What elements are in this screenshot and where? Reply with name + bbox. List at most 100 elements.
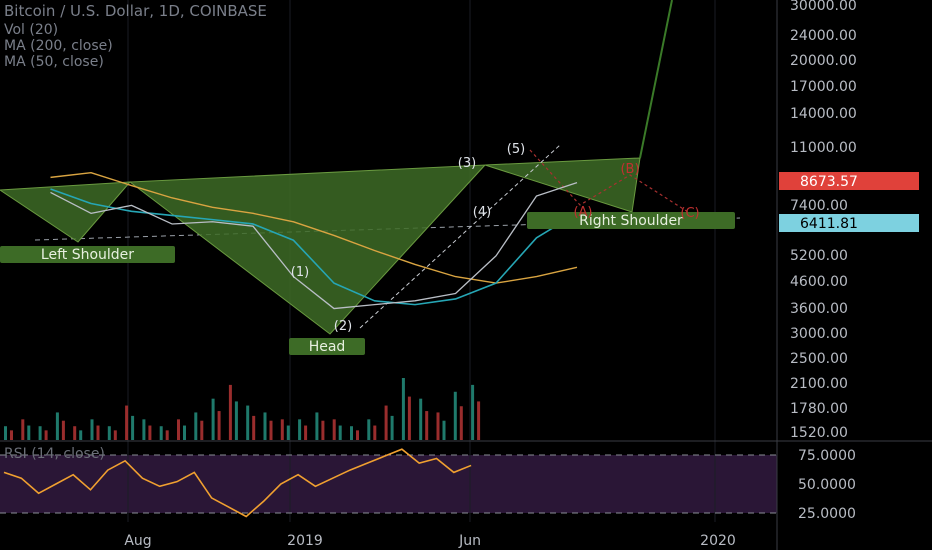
volume-bar (425, 411, 429, 440)
volume-bar (159, 426, 163, 440)
ma200-line (50, 171, 578, 284)
time-tick-label: 2020 (700, 533, 736, 549)
head-label-background (289, 338, 365, 355)
time-axis[interactable]: Aug 2019 Jun 2020 (124, 533, 735, 549)
current-price-tag (779, 172, 919, 190)
price-tick-label: 3000.00 (790, 326, 848, 342)
left-shoulder-label-background (0, 246, 175, 263)
volume-bar (96, 425, 100, 440)
volume-bar (177, 419, 180, 440)
volume-bar (234, 401, 238, 440)
volume-bar (211, 398, 215, 440)
wave-label: (B) (620, 162, 639, 177)
wave-label: (2) (334, 319, 352, 334)
volume-bar (315, 412, 319, 440)
price-tick-label: 11000.00 (790, 140, 857, 156)
price-tick-label: 14000.00 (790, 106, 857, 122)
volume-bar (286, 425, 290, 440)
volume-bar (10, 430, 13, 440)
volume-bar (332, 419, 336, 440)
price-tick-label: 1520.00 (790, 425, 848, 441)
volume-bar (21, 419, 25, 440)
left-shoulder-shape (0, 181, 132, 243)
wave-label: (A) (573, 205, 592, 220)
vol-indicator-label[interactable]: Vol (20) (4, 22, 59, 38)
price-lines (50, 171, 578, 310)
volume-bar (298, 419, 302, 440)
volume-bar (321, 420, 325, 440)
volume-bar (217, 411, 221, 440)
volume-bar (125, 405, 129, 440)
head-and-shoulders-pattern (0, 0, 689, 335)
volume-bar (471, 384, 475, 440)
ma200-indicator-label[interactable]: MA (200, close) (4, 38, 113, 54)
volume-bar (350, 426, 353, 440)
wave-label: (3) (458, 156, 476, 171)
volume-bar (436, 412, 440, 440)
volume-bar (373, 425, 377, 440)
volume-bar (367, 419, 371, 440)
price-axis[interactable]: 30000.00 24000.00 20000.00 17000.00 14000.00… (779, 0, 919, 522)
volume-bar (356, 430, 359, 440)
right-shoulder-label-background (527, 212, 735, 229)
volume-bar (477, 401, 481, 440)
time-tick-label: Jun (458, 533, 481, 549)
rsi-indicator-label[interactable]: RSI (14, close) (4, 446, 105, 462)
price-tick-label: 20000.00 (790, 53, 857, 69)
volume-bar (113, 430, 117, 440)
rsi-band (0, 455, 777, 513)
rsi-tick-label: 25.0000 (798, 506, 856, 522)
volume-bar (148, 425, 152, 440)
volume-bar (390, 415, 394, 440)
volume-bar (419, 398, 423, 440)
volume-bar (194, 412, 198, 440)
level-price-tag (779, 214, 919, 232)
volume-bar (142, 419, 146, 440)
corrective-wave (529, 149, 689, 213)
price-tick-label: 5200.00 (790, 248, 848, 264)
wave-label: (1) (291, 265, 309, 280)
volume-bar (252, 415, 256, 440)
wave-label: (C) (680, 206, 699, 221)
volume-bar (55, 412, 59, 440)
rsi-tick-label: 75.0000 (798, 448, 856, 464)
volume-bar (338, 425, 342, 440)
volume-bar (200, 420, 204, 440)
ma50-line (50, 188, 578, 306)
head-label: Head (309, 339, 346, 355)
pattern-tags: Left Shoulder Head Right Shoulder (1) (2) (3)… (0, 142, 735, 355)
ma50-indicator-label[interactable]: MA (50, close) (4, 54, 104, 70)
current-price-value: 8673.57 (800, 174, 858, 190)
volume-bar (263, 412, 267, 440)
price-tick-label: 3600.00 (790, 301, 848, 317)
volume-bar (4, 426, 7, 440)
volume-bar (73, 426, 77, 440)
left-shoulder-label: Left Shoulder (41, 247, 134, 263)
wave-label: (4) (473, 205, 491, 220)
volume-bar (280, 419, 284, 440)
volume-bar (304, 425, 308, 440)
volume-bar (44, 430, 48, 440)
volume-bar (401, 378, 405, 440)
level-price-value: 6411.81 (800, 216, 858, 232)
right-shoulder-label: Right Shoulder (579, 213, 683, 229)
wave-label: (5) (507, 142, 525, 157)
rsi-tick-label: 50.0000 (798, 477, 856, 493)
volume-bars (4, 378, 481, 440)
volume-bar (453, 391, 457, 440)
volume-bar (269, 420, 273, 440)
volume-bar (165, 430, 169, 440)
price-tick-label: 1780.00 (790, 401, 848, 417)
price-tick-label: 7400.00 (790, 198, 848, 214)
price-tick-label: 30000.00 (790, 0, 857, 14)
volume-bar (246, 405, 250, 440)
rsi-pane (3, 448, 472, 518)
price-tick-label: 2100.00 (790, 376, 848, 392)
time-tick-label: 2019 (287, 533, 323, 549)
volume-bar (442, 420, 446, 440)
time-tick-label: Aug (124, 533, 151, 549)
volume-bar (90, 419, 94, 440)
volume-bar (107, 426, 111, 440)
volume-bar (459, 406, 463, 440)
